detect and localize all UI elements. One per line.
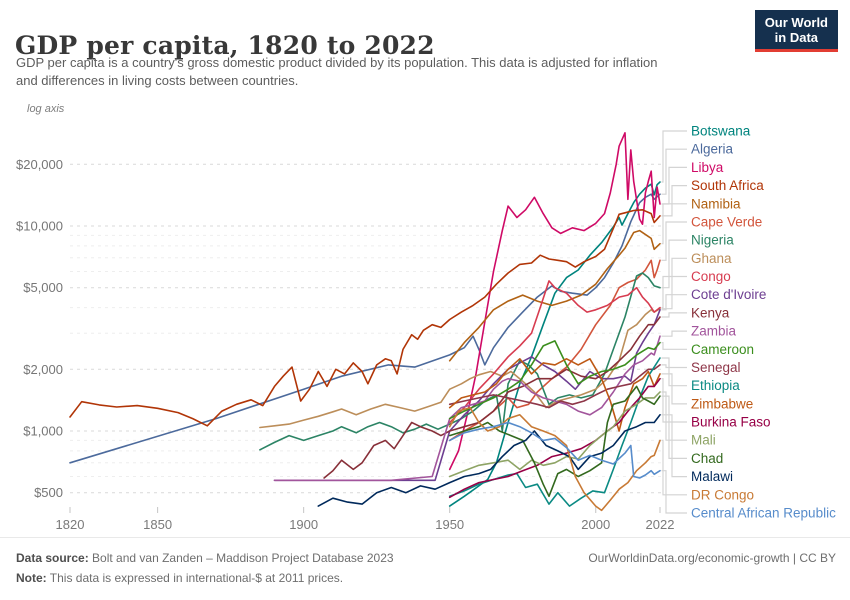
- owid-logo[interactable]: Our World in Data: [754, 10, 838, 52]
- legend-connector-congo: [661, 275, 687, 309]
- legend-connector-central-african-republic: [661, 470, 687, 514]
- line-namibia[interactable]: [448, 229, 661, 362]
- line-libya[interactable]: [448, 132, 661, 471]
- note-line: Note: This data is expressed in internat…: [16, 571, 343, 585]
- legend-label-botswana[interactable]: Botswana: [691, 124, 751, 139]
- legend-label-namibia[interactable]: Namibia: [691, 196, 741, 211]
- legend-label-ethiopia[interactable]: Ethiopia: [691, 378, 740, 393]
- minor-gridlines: [70, 234, 665, 477]
- chart-subtitle-line1: GDP per capita is a country's gross dome…: [16, 55, 658, 70]
- legend-label-senegal[interactable]: Senegal: [691, 360, 741, 375]
- page-title: GDP per capita, 1820 to 2022: [15, 30, 435, 60]
- legend-connector-ethiopia: [661, 357, 687, 387]
- legend-label-zambia[interactable]: Zambia: [691, 324, 737, 339]
- legend-label-central-african-republic[interactable]: Central African Republic: [691, 506, 836, 521]
- line-ghana[interactable]: [259, 307, 661, 429]
- legend-connector-cote-d-ivoire: [661, 294, 687, 311]
- chart-subtitle: GDP per capita is a country's gross dome…: [16, 54, 658, 90]
- legend-connector-zambia: [661, 330, 687, 337]
- note-label: Note:: [16, 571, 47, 585]
- x-axis-tick-label: 1820: [56, 517, 85, 532]
- legend-label-zimbabwe[interactable]: Zimbabwe: [691, 396, 753, 411]
- line-cameroon[interactable]: [448, 340, 661, 420]
- line-malawi[interactable]: [317, 414, 661, 507]
- line-algeria[interactable]: [69, 193, 661, 464]
- line-senegal[interactable]: [448, 364, 661, 409]
- line-central-african-republic[interactable]: [448, 421, 661, 479]
- legend-connector-botswana: [661, 130, 687, 183]
- line-south-africa[interactable]: [69, 209, 661, 427]
- y-axis-tick-label: $10,000: [16, 219, 63, 234]
- line-mali[interactable]: [448, 391, 661, 478]
- y-axis-tick-label: $1,000: [23, 424, 63, 439]
- legend-label-nigeria[interactable]: Nigeria: [691, 233, 734, 248]
- legend-connector-south-africa: [661, 185, 687, 217]
- x-axis-tick-label: 1850: [143, 517, 172, 532]
- legend-label-south-africa[interactable]: South Africa: [691, 178, 764, 193]
- legend-label-cote-d-ivoire[interactable]: Cote d'Ivoire: [691, 287, 766, 302]
- x-axis-tick-label: 1950: [435, 517, 464, 532]
- y-axis-tick-label: $5,000: [23, 280, 63, 295]
- data-source-label: Data source:: [16, 551, 89, 565]
- legend-label-libya[interactable]: Libya: [691, 160, 724, 175]
- legend-label-dr-congo[interactable]: DR Congo: [691, 487, 754, 502]
- x-axis-tick-label: 2000: [581, 517, 610, 532]
- legend-connector-algeria: [661, 148, 687, 195]
- legend-label-malawi[interactable]: Malawi: [691, 469, 733, 484]
- series-lines: [69, 132, 661, 512]
- y-axis-tick-label: $500: [34, 485, 63, 500]
- line-dr-congo[interactable]: [448, 406, 661, 512]
- legend-connector-zimbabwe: [661, 373, 687, 405]
- attribution-link[interactable]: OurWorldinData.org/economic-growth | CC …: [588, 551, 836, 565]
- y-axis-tick-label: $20,000: [16, 157, 63, 172]
- legend-connector-cape-verde: [661, 221, 687, 261]
- legend-connector-mali: [661, 391, 687, 441]
- legend-connector-chad: [661, 395, 687, 459]
- legend-connector-kenya: [661, 312, 687, 318]
- x-axis-tick-label: 1900: [289, 517, 318, 532]
- owid-logo-line1: Our World: [764, 15, 828, 30]
- note-text: This data is expressed in international-…: [49, 571, 344, 585]
- line-zimbabwe[interactable]: [448, 358, 661, 432]
- legend-connector-malawi: [661, 414, 687, 478]
- data-source-line: Data source: Bolt and van Zanden – Maddi…: [16, 551, 394, 565]
- chart-footer: Data source: Bolt and van Zanden – Maddi…: [0, 537, 850, 600]
- legend-connector-ghana: [661, 257, 687, 310]
- x-axis-tick-label: 2022: [646, 517, 675, 532]
- owid-logo-line2: in Data: [774, 30, 819, 45]
- line-nigeria[interactable]: [259, 272, 661, 451]
- legend-label-congo[interactable]: Congo: [691, 269, 731, 284]
- log-axis-label: log axis: [27, 103, 65, 115]
- legend-label-cameroon[interactable]: Cameroon: [691, 342, 754, 357]
- y-axis-tick-label: $2,000: [23, 362, 63, 377]
- legend-label-chad[interactable]: Chad: [691, 451, 723, 466]
- line-congo[interactable]: [448, 280, 661, 424]
- legend-label-burkina-faso[interactable]: Burkina Faso: [691, 415, 771, 430]
- legend-connector-senegal: [661, 364, 687, 369]
- data-source-text: Bolt and van Zanden – Maddison Project D…: [92, 551, 394, 565]
- legend: Botswana Algeria Libya South Africa Namibia C…: [661, 124, 836, 521]
- legend-connector-dr-congo: [661, 439, 687, 496]
- legend-connector-nigeria: [661, 239, 687, 289]
- legend-connector-namibia: [661, 203, 687, 245]
- legend-label-kenya[interactable]: Kenya: [691, 305, 730, 320]
- chart-subtitle-line2: and differences in living costs between …: [16, 73, 299, 88]
- legend-label-cape-verde[interactable]: Cape Verde: [691, 214, 762, 229]
- major-gridlines: $500 $1,000 $2,000 $5,000 $10,000 $20,000: [16, 157, 665, 500]
- legend-connector-cameroon: [661, 342, 687, 350]
- legend-label-ghana[interactable]: Ghana: [691, 251, 732, 266]
- legend-label-mali[interactable]: Mali: [691, 433, 716, 448]
- legend-label-algeria[interactable]: Algeria: [691, 142, 734, 157]
- x-axis: 1820 1850 1900 1950 2000 2022: [56, 507, 675, 532]
- legend-connector-burkina-faso: [661, 378, 687, 423]
